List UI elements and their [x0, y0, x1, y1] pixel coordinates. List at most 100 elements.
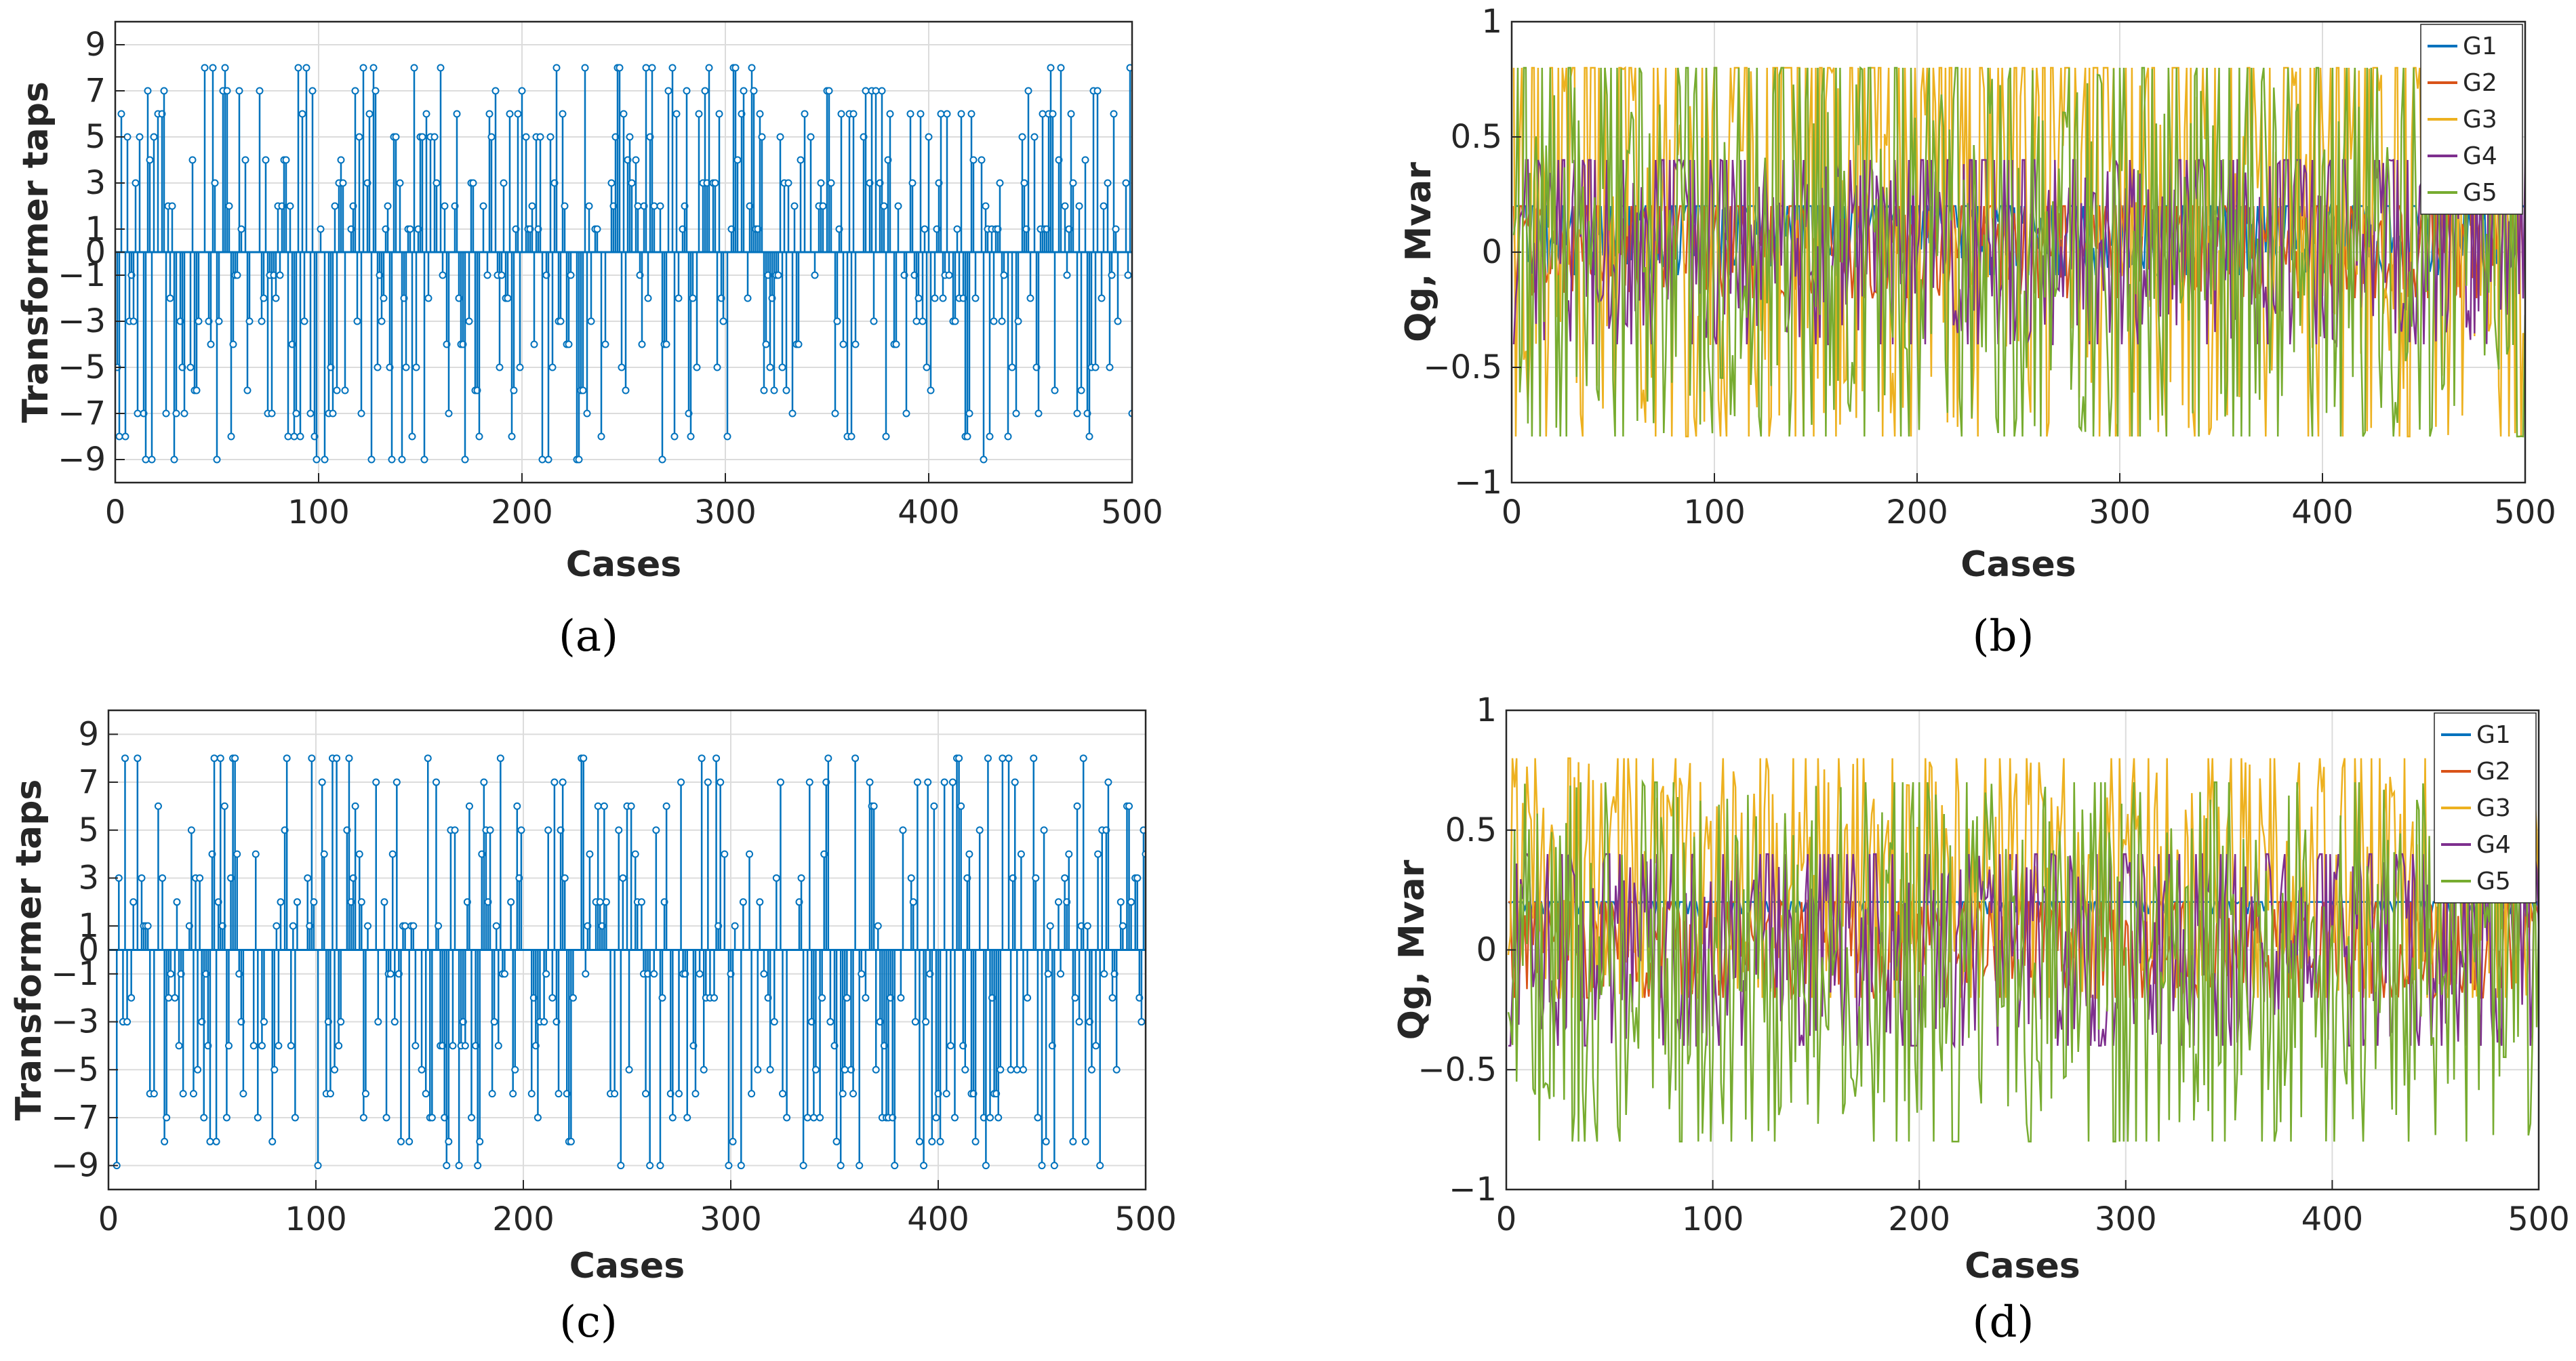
legend-label: G5 [2463, 179, 2497, 207]
stem-marker [832, 1137, 841, 1145]
stem-marker [408, 432, 416, 441]
stem-marker [597, 432, 605, 441]
stem-marker [304, 874, 312, 882]
stem-marker [1017, 850, 1025, 858]
stem-marker [487, 133, 496, 141]
stem-marker [943, 110, 951, 118]
y-tick-label: 0 [85, 233, 106, 271]
stem-marker [165, 994, 173, 1002]
stem-marker [1081, 156, 1089, 164]
stem-marker [150, 133, 158, 141]
stem-marker [282, 156, 290, 164]
stem-marker [778, 363, 786, 371]
stem-marker [476, 1137, 484, 1145]
stem-marker [540, 1018, 548, 1026]
stem-marker [672, 110, 681, 118]
stem-marker [797, 874, 805, 882]
stem-marker [233, 271, 241, 279]
stem-marker [180, 409, 188, 418]
x-tick-label: 100 [1683, 493, 1746, 531]
stem-marker [809, 1114, 818, 1122]
stem-marker [206, 1137, 214, 1145]
stem-marker [260, 1018, 268, 1026]
stem-marker [243, 386, 251, 394]
x-tick-label: 200 [492, 1200, 555, 1238]
stem-marker [794, 340, 803, 348]
stem-marker [142, 455, 150, 464]
stem-marker [1108, 271, 1116, 279]
stem-marker [294, 64, 302, 72]
stem-marker [693, 363, 701, 371]
stem-marker [1091, 363, 1100, 371]
stem-marker [290, 432, 298, 441]
stem-marker [277, 898, 285, 906]
stem-marker [388, 850, 397, 858]
stem-marker [891, 1162, 899, 1170]
y-tick-label: −9 [51, 1147, 99, 1185]
stem-marker [432, 778, 440, 786]
stem-marker [675, 294, 683, 302]
stem-marker [851, 754, 860, 763]
stem-marker [712, 754, 721, 763]
stem-marker [1014, 317, 1022, 325]
stem-marker [975, 826, 984, 834]
stem-marker [913, 778, 921, 786]
stem-marker [927, 386, 935, 394]
stem-marker [1106, 363, 1114, 371]
stem-marker [581, 64, 589, 72]
stem-marker [200, 1114, 208, 1122]
stem-marker [144, 87, 152, 95]
x-tick-label: 300 [694, 493, 757, 531]
stem-marker [711, 179, 719, 187]
stem-marker [451, 826, 459, 834]
y-tick-label: −1 [58, 256, 106, 294]
stem-marker [398, 455, 406, 464]
stem-marker [313, 455, 321, 464]
stem-marker [1069, 179, 1077, 187]
legend-label: G2 [2463, 69, 2497, 97]
stem-marker [397, 1137, 405, 1145]
stem-marker [1030, 133, 1039, 141]
stem-marker [1054, 898, 1062, 906]
y-axis-label: Transformer taps [16, 81, 56, 423]
stem-marker [586, 850, 594, 858]
stem-marker [870, 317, 878, 325]
stem-marker [650, 970, 658, 978]
stem-marker [914, 294, 923, 302]
stem-marker [172, 409, 180, 418]
stem-marker [646, 1162, 654, 1170]
stem-marker [1011, 778, 1019, 786]
stem-marker [496, 363, 504, 371]
stem-marker [479, 202, 487, 210]
stem-marker [963, 432, 971, 441]
stem-marker [668, 64, 677, 72]
stem-marker [731, 64, 740, 72]
stem-marker [514, 110, 522, 118]
y-tick-label: −1 [1454, 464, 1502, 502]
stem-marker [648, 64, 656, 72]
stem-marker [527, 1090, 536, 1098]
y-tick-label: 9 [85, 26, 106, 64]
stem-marker [411, 1042, 420, 1050]
stem-marker [121, 432, 129, 441]
stem-marker [723, 432, 731, 441]
stem-marker [468, 1114, 475, 1122]
stem-marker [611, 1090, 619, 1098]
stem-marker [355, 133, 363, 141]
stem-marker [737, 1162, 745, 1170]
stem-marker [874, 922, 882, 930]
stem-marker [432, 179, 441, 187]
y-tick-label: 3 [78, 859, 99, 897]
x-tick-label: 500 [2494, 493, 2556, 531]
stem-marker [1026, 294, 1034, 302]
stem-marker [364, 922, 371, 930]
stem-marker [222, 1114, 230, 1122]
stem-marker [486, 826, 494, 834]
stem-marker [940, 778, 948, 786]
stem-marker [412, 363, 420, 371]
panel-caption: (b) [1973, 611, 2034, 662]
stem-marker [430, 133, 439, 141]
stem-marker [188, 156, 197, 164]
stem-marker [1110, 110, 1118, 118]
stem-marker [291, 1114, 299, 1122]
